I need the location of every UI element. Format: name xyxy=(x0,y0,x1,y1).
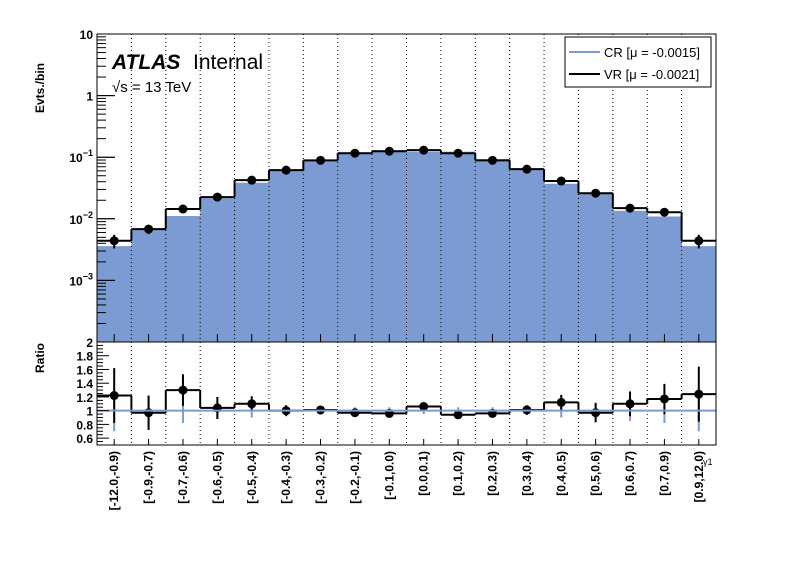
legend-cr: CR [μ = -0.0015] xyxy=(604,45,700,60)
cr-bar xyxy=(337,152,373,342)
ratio-point xyxy=(178,385,188,395)
energy-label: √s = 13 TeV xyxy=(112,79,191,96)
cr-bar xyxy=(234,182,270,342)
ratio-point xyxy=(350,408,360,418)
vr-point xyxy=(625,203,635,213)
y-tick-label: 10−2 xyxy=(69,210,93,227)
vr-point xyxy=(350,148,360,158)
y-tick-label: 1 xyxy=(86,90,93,104)
vr-point xyxy=(247,175,257,185)
x-tick-label: [0.7,0.9) xyxy=(657,451,671,496)
vr-point xyxy=(281,165,291,175)
ratio-tick-label: 0.8 xyxy=(76,418,93,432)
y-tick-label: 10−1 xyxy=(69,148,93,165)
x-tick-label: [0.2,0.3) xyxy=(485,451,499,496)
legend: CR [μ = -0.0015] VR [μ = -0.0021] xyxy=(564,36,712,88)
x-tick-label: [0.6,0.7) xyxy=(623,451,637,496)
ratio-point xyxy=(247,399,257,409)
cr-bar xyxy=(303,160,339,342)
cr-bar xyxy=(268,170,304,342)
atlas-label: ATLAS xyxy=(111,51,180,74)
x-tick-label: [-0.7,-0.6) xyxy=(176,451,190,504)
legend-vr: VR [μ = -0.0021] xyxy=(604,67,699,82)
cr-bar xyxy=(131,228,167,342)
cr-bar xyxy=(509,169,545,342)
x-tick-label: [0.3,0.4) xyxy=(520,451,534,496)
ratio-tick-label: 1.6 xyxy=(76,363,93,377)
xlabel: γ1 xyxy=(703,457,713,467)
vr-point xyxy=(419,145,429,155)
vr-point xyxy=(178,204,188,214)
ratio-panel xyxy=(97,366,716,432)
y-tick-label: 10 xyxy=(80,28,94,42)
x-tick-label: [0.5,0.6) xyxy=(589,451,603,496)
vr-point xyxy=(453,148,463,158)
vr-point xyxy=(659,207,669,217)
x-tick-label: [0.9,12.0) xyxy=(692,451,706,502)
axis-ticks: [-12.0,-0.9) [-0.9,-0.7) [-0.7,-0.6) [-0.6,… xyxy=(69,28,705,510)
cr-bar xyxy=(647,216,683,342)
x-tick-label: [0.0,0.1) xyxy=(417,451,431,496)
ratio-tick-label: 1.2 xyxy=(76,391,93,405)
vr-point xyxy=(109,236,119,246)
ratio-point xyxy=(419,402,429,412)
ratio-point xyxy=(144,408,154,418)
bin-gridlines xyxy=(130,34,683,445)
ratio-tick-label: 1.8 xyxy=(76,350,93,364)
cr-bar xyxy=(200,198,236,342)
ratio-tick-label: 0.6 xyxy=(76,432,93,446)
x-tick-label: [-0.3,-0.2) xyxy=(314,451,328,504)
ratio-tick-label: 1 xyxy=(86,405,93,419)
cr-bar xyxy=(372,150,407,342)
legend-box xyxy=(564,36,712,88)
x-tick-label: [-12.0,-0.9) xyxy=(107,451,121,510)
cr-bar xyxy=(440,151,476,342)
cr-bar xyxy=(681,246,717,342)
ratio-point xyxy=(109,391,119,401)
ratio-point xyxy=(659,394,669,404)
ratio-point xyxy=(453,410,463,420)
vr-point xyxy=(694,236,704,246)
ratio-point xyxy=(694,389,704,399)
ratio-ylabel: Ratio xyxy=(33,343,47,373)
vr-histogram xyxy=(97,145,716,249)
main-ylabel: Evts./bin xyxy=(33,63,47,113)
internal-label: Internal xyxy=(193,51,263,74)
vr-point xyxy=(487,155,497,165)
cr-bar xyxy=(544,183,579,342)
ratio-point xyxy=(556,397,566,407)
ratio-tick-label: 2 xyxy=(86,336,93,350)
x-tick-label: [-0.5,-0.4) xyxy=(245,451,259,504)
ratio-point xyxy=(625,399,635,409)
ratio-point xyxy=(591,408,601,418)
vr-point xyxy=(144,224,154,234)
vr-point xyxy=(522,164,532,174)
ratio-tick-label: 1.4 xyxy=(76,377,93,391)
cr-bar xyxy=(475,159,511,342)
cr-bar xyxy=(406,151,442,342)
x-tick-label: [-0.4,-0.3) xyxy=(279,451,293,504)
vr-point xyxy=(212,192,222,202)
vr-point xyxy=(316,155,326,165)
x-tick-label: [-0.6,-0.5) xyxy=(210,451,224,504)
cr-bar xyxy=(612,210,648,342)
x-tick-label: [0.1,0.2) xyxy=(451,451,465,496)
y-tick-label: 10−3 xyxy=(69,271,93,288)
cr-bar xyxy=(165,216,201,342)
x-tick-label: [-0.1,0.0) xyxy=(382,451,396,500)
cr-bar xyxy=(578,192,614,342)
vr-point xyxy=(384,146,394,156)
x-tick-label: [-0.2,-0.1) xyxy=(348,451,362,504)
vr-point xyxy=(591,188,601,198)
x-tick-label: [0.4,0.5) xyxy=(554,451,568,496)
cr-histogram xyxy=(97,150,717,342)
vr-point xyxy=(556,176,566,186)
x-tick-label: [-0.9,-0.7) xyxy=(142,451,156,504)
